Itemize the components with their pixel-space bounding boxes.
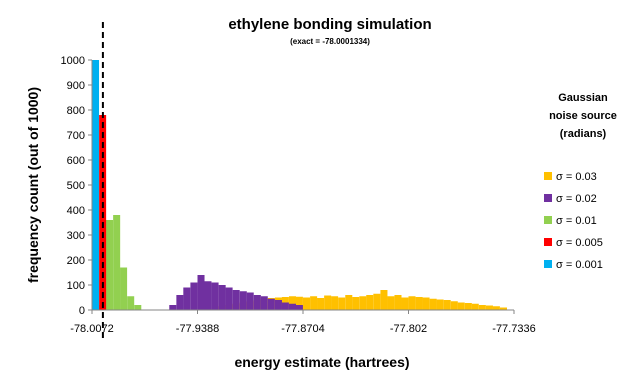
legend-title-line: (radians) xyxy=(560,128,607,140)
bar-series-2-bin-5 xyxy=(134,305,142,310)
bar-series-1-bin-7 xyxy=(218,285,226,310)
bar-series-0-bin-24 xyxy=(380,290,388,310)
bar-series-0-bin-36 xyxy=(464,303,472,310)
bar-series-1-bin-11 xyxy=(246,292,254,310)
tick-labels: 0 100 200 300 400 500 600 700 800 900 1000 -78.0072… xyxy=(61,55,536,335)
y-tick-label: 800 xyxy=(67,105,85,117)
bar-series-1-bin-14 xyxy=(267,298,275,310)
bar-series-1-bin-0 xyxy=(169,305,177,310)
bar-series-1-bin-6 xyxy=(211,282,219,310)
legend-title-line: noise source xyxy=(549,110,617,122)
legend: Gaussian noise source (radians) σ = 0.03 σ =… xyxy=(544,92,617,271)
histogram-bars xyxy=(92,60,507,310)
y-tick-label: 700 xyxy=(67,130,85,142)
x-axis-title: energy estimate (hartrees) xyxy=(234,354,409,370)
legend-label: σ = 0.001 xyxy=(556,259,603,271)
bar-series-0-bin-37 xyxy=(471,303,479,310)
legend-label: σ = 0.03 xyxy=(556,171,597,183)
bar-series-2-bin-2 xyxy=(113,215,121,310)
x-tick-label: -77.8704 xyxy=(281,323,324,335)
bar-series-0-bin-26 xyxy=(394,295,402,310)
bar-series-0-bin-32 xyxy=(436,299,444,310)
legend-swatch xyxy=(544,260,552,268)
bar-series-1-bin-5 xyxy=(204,281,212,310)
bar-series-0-bin-18 xyxy=(338,297,346,310)
bar-series-0-bin-34 xyxy=(450,301,458,310)
legend-label: σ = 0.005 xyxy=(556,237,603,249)
bar-series-0-bin-17 xyxy=(331,296,339,310)
bar-series-0-bin-35 xyxy=(457,302,465,310)
bar-series-0-bin-25 xyxy=(387,296,395,310)
y-tick-label: 500 xyxy=(67,180,85,192)
y-tick-label: 100 xyxy=(67,280,85,292)
chart-title: ethylene bonding simulation xyxy=(228,16,431,33)
x-tick-label: -77.9388 xyxy=(176,323,219,335)
bar-series-1-bin-12 xyxy=(253,295,261,310)
bar-series-1-bin-1 xyxy=(176,295,184,310)
bar-series-0-bin-31 xyxy=(429,298,437,310)
bar-series-2-bin-1 xyxy=(106,220,114,310)
bar-series-0-bin-29 xyxy=(415,297,423,310)
bar-series-0-bin-28 xyxy=(408,296,416,310)
y-tick-label: 600 xyxy=(67,155,85,167)
bar-series-0-bin-39 xyxy=(485,305,493,310)
y-tick-label: 900 xyxy=(67,80,85,92)
bar-series-0-bin-13 xyxy=(303,297,311,310)
bar-series-0-bin-23 xyxy=(373,293,381,310)
legend-swatch xyxy=(544,172,552,180)
bar-series-0-bin-30 xyxy=(422,297,430,310)
legend-title-line: Gaussian xyxy=(558,92,608,104)
bar-series-1-bin-13 xyxy=(260,296,268,310)
bar-series-4-bin-0 xyxy=(92,60,100,310)
bar-series-0-bin-38 xyxy=(478,305,486,310)
bar-series-0-bin-33 xyxy=(443,300,451,310)
bar-series-0-bin-40 xyxy=(492,306,500,310)
bar-series-1-bin-4 xyxy=(197,275,205,310)
legend-swatch xyxy=(544,194,552,202)
axes xyxy=(88,59,515,314)
legend-swatch xyxy=(544,238,552,246)
bar-series-1-bin-9 xyxy=(232,290,240,310)
y-tick-label: 300 xyxy=(67,230,85,242)
y-tick-label: 0 xyxy=(79,305,85,317)
bar-series-1-bin-10 xyxy=(239,291,247,310)
x-tick-label: -77.7336 xyxy=(492,323,535,335)
bar-series-0-bin-16 xyxy=(324,295,332,310)
bar-series-1-bin-16 xyxy=(281,302,289,310)
bar-series-0-bin-14 xyxy=(310,296,318,310)
chart-subtitle: (exact = -78.0001334) xyxy=(290,37,370,46)
y-tick-label: 1000 xyxy=(61,55,85,67)
bar-series-0-bin-21 xyxy=(359,296,367,310)
y-tick-label: 200 xyxy=(67,255,85,267)
bar-series-0-bin-12 xyxy=(295,296,303,310)
bar-series-0-bin-11 xyxy=(288,296,296,310)
y-axis-title: frequency count (out of 1000) xyxy=(25,87,41,283)
bar-series-2-bin-4 xyxy=(127,296,135,310)
bar-series-1-bin-17 xyxy=(288,303,296,310)
legend-label: σ = 0.02 xyxy=(556,193,597,205)
legend-label: σ = 0.01 xyxy=(556,215,597,227)
bar-series-0-bin-22 xyxy=(366,295,374,310)
bar-series-1-bin-8 xyxy=(225,287,233,310)
bar-series-0-bin-27 xyxy=(401,297,409,310)
bar-series-1-bin-3 xyxy=(190,282,198,310)
bar-series-1-bin-15 xyxy=(274,300,282,310)
bar-series-0-bin-41 xyxy=(499,307,507,310)
bar-series-1-bin-2 xyxy=(183,287,191,310)
bar-series-1-bin-18 xyxy=(295,305,303,310)
bar-series-0-bin-20 xyxy=(352,297,360,310)
bar-series-2-bin-3 xyxy=(120,267,128,310)
legend-swatch xyxy=(544,216,552,224)
x-tick-label: -78.0072 xyxy=(70,323,113,335)
bar-series-0-bin-15 xyxy=(317,298,325,310)
x-tick-label: -77.802 xyxy=(390,323,427,335)
bar-series-0-bin-19 xyxy=(345,295,353,310)
y-tick-label: 400 xyxy=(67,205,85,217)
